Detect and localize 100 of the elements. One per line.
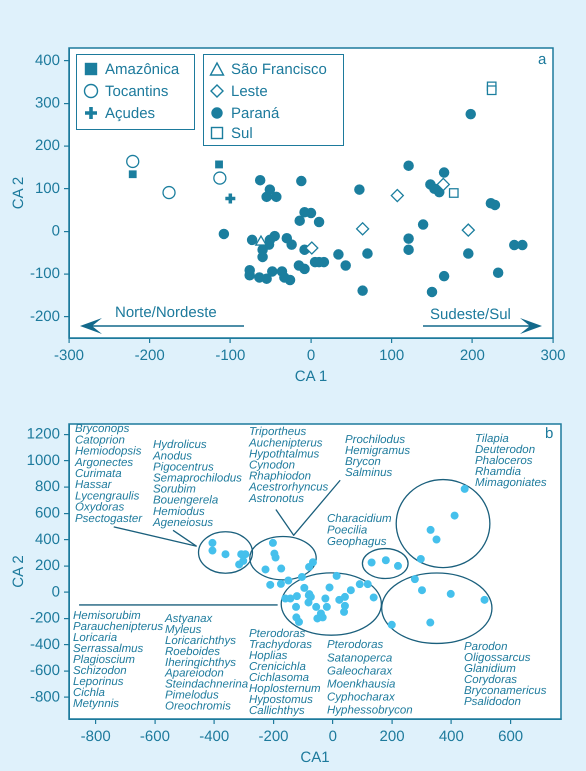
x-tick-label: -200 [134,347,165,364]
annotation: b [545,425,554,442]
y-tick-label: 1000 [26,452,60,469]
x-tick-label: -100 [215,347,246,364]
point [426,618,434,627]
point [128,170,137,178]
x-tick-label: 300 [540,347,566,364]
annotation: Parodon Oligossarcus Glanidium Corydoras Bryconamericus Psalidodon [464,641,547,708]
y-tick-label: 200 [34,137,60,154]
x-tick-label: 200 [380,728,405,746]
point [426,286,438,298]
y-axis-title: CA 2 [10,176,28,210]
point [403,160,414,171]
point [261,273,272,284]
legend-label: Sul [231,124,253,142]
x-tick-label: -600 [140,728,170,746]
point [340,592,349,601]
y-tick-label: -400 [30,636,60,653]
point [305,241,318,255]
annotation: Tilapia Deuterodon Phaloceros Rhamdia Mimagoniates [475,433,547,490]
y-tick-label: 300 [34,94,60,112]
x-tick-label: -800 [80,728,111,746]
point [314,216,324,228]
x-tick-label: 100 [379,347,404,364]
point [463,248,474,259]
x-tick-label: 400 [438,728,464,746]
y-tick-label: 200 [34,557,60,574]
point [357,285,368,296]
point [326,583,334,592]
y-tick-label: 600 [34,504,60,522]
x-tick-label: 600 [498,728,524,746]
point [362,248,373,259]
point [436,178,450,192]
point [313,614,322,622]
point [517,240,528,250]
point [276,580,285,588]
y-tick-label: 0 [52,583,60,600]
point [300,584,308,592]
x-tick-label: 0 [328,728,337,746]
text: Hemisorubim Parauchenipterus Loricaria Serrassalmus Plagioscium Schizodon Leporinus Cichla Metynnis [73,610,164,710]
point [286,239,297,250]
y-tick-label: 800 [34,478,60,496]
point [465,108,476,120]
point [267,266,278,277]
point [332,572,341,580]
point [346,586,355,594]
x-axis-title: CA 1 [294,368,328,386]
point [298,572,306,581]
point [284,274,296,286]
x-tick-label: -400 [199,728,230,746]
point [333,249,344,260]
point [410,575,419,584]
point [292,602,300,611]
y-tick-label: -200 [30,308,60,325]
point [438,270,450,282]
point [272,554,280,562]
point [462,223,475,237]
point [382,556,390,564]
point [480,596,489,604]
point [268,538,277,547]
point [432,536,441,544]
point [261,192,272,202]
y-tick-label: -200 [30,610,60,627]
point [304,598,312,606]
annotation: Prochilodus Hemigramus Brycon Salminus [345,434,410,480]
point [356,580,364,588]
point [271,192,282,202]
annotation: Hydrolicus Anodus Pigocentrus Semaprochilodus Sorubim Bouengerela Hemiodus Ageneiosus [152,439,242,529]
text: Astyanax Myleus Loricarichthys Roeboides Iheringichthys Apareiodon Steindachnerina Pimelodus Oreochromis [165,613,248,712]
point [308,558,317,566]
point [340,260,351,271]
point [490,200,500,210]
point [296,176,307,186]
legend-label: Açudes [105,104,156,122]
point [218,228,230,240]
y-tick-label: 400 [34,52,60,69]
point [418,219,428,230]
point [306,208,316,218]
y-tick-label: 0 [52,222,60,240]
x-tick-label: -200 [258,728,289,746]
point [262,565,270,574]
point [277,564,286,573]
point [294,215,305,226]
point [235,560,244,568]
point [340,608,348,616]
point [208,538,216,547]
point [299,264,310,274]
point [460,484,469,493]
annotation: Norte/Nordeste [115,304,217,322]
point [416,554,425,563]
legend-label: São Francisco [231,60,327,78]
y-tick-label: 100 [34,180,60,197]
y-tick-label: 1200 [26,426,60,443]
annotation: Sudeste/Sul [430,306,511,324]
point [254,174,266,186]
point [394,562,402,570]
point [492,268,504,278]
point [370,593,378,602]
point [356,222,370,236]
point [450,512,459,520]
